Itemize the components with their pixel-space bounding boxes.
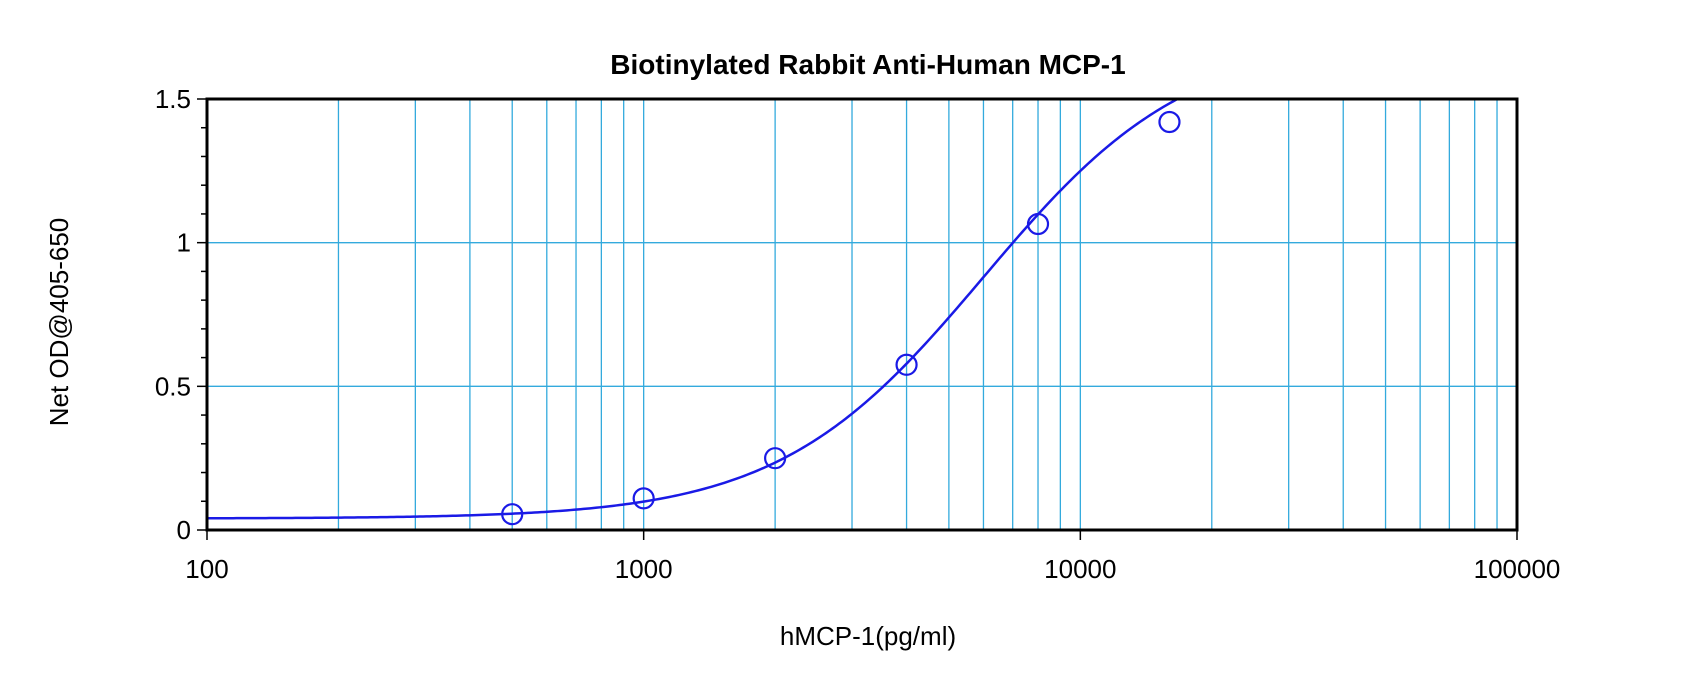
x-axis-label: hMCP-1(pg/ml) bbox=[780, 621, 956, 651]
y-axis-label: Net OD@405-650 bbox=[44, 218, 74, 427]
x-tick-label: 100 bbox=[185, 554, 228, 584]
data-point bbox=[895, 353, 918, 376]
data-markers bbox=[501, 110, 1181, 526]
x-tick-label: 10000 bbox=[1044, 554, 1116, 584]
y-tick-label: 0.5 bbox=[155, 371, 191, 401]
fit-curve bbox=[206, 98, 1178, 520]
tick-labels: 100 1000 10000 100000 0 0.5 1 1.5 bbox=[155, 84, 1561, 584]
data-point bbox=[764, 447, 787, 470]
y-tick-label: 1.5 bbox=[155, 84, 191, 114]
x-tick-label: 1000 bbox=[615, 554, 673, 584]
data-point bbox=[1026, 212, 1050, 236]
axis-ticks bbox=[197, 98, 1518, 540]
plot-frame bbox=[205, 97, 1519, 532]
y-tick-label: 0 bbox=[177, 515, 191, 545]
chart-title: Biotinylated Rabbit Anti-Human MCP-1 bbox=[610, 49, 1125, 80]
data-point bbox=[632, 487, 655, 510]
grid bbox=[207, 99, 1517, 530]
x-tick-label: 100000 bbox=[1474, 554, 1561, 584]
data-point bbox=[501, 503, 524, 526]
y-tick-label: 1 bbox=[177, 228, 191, 258]
data-point bbox=[1158, 110, 1181, 134]
fit-curve-layer bbox=[206, 98, 1178, 520]
